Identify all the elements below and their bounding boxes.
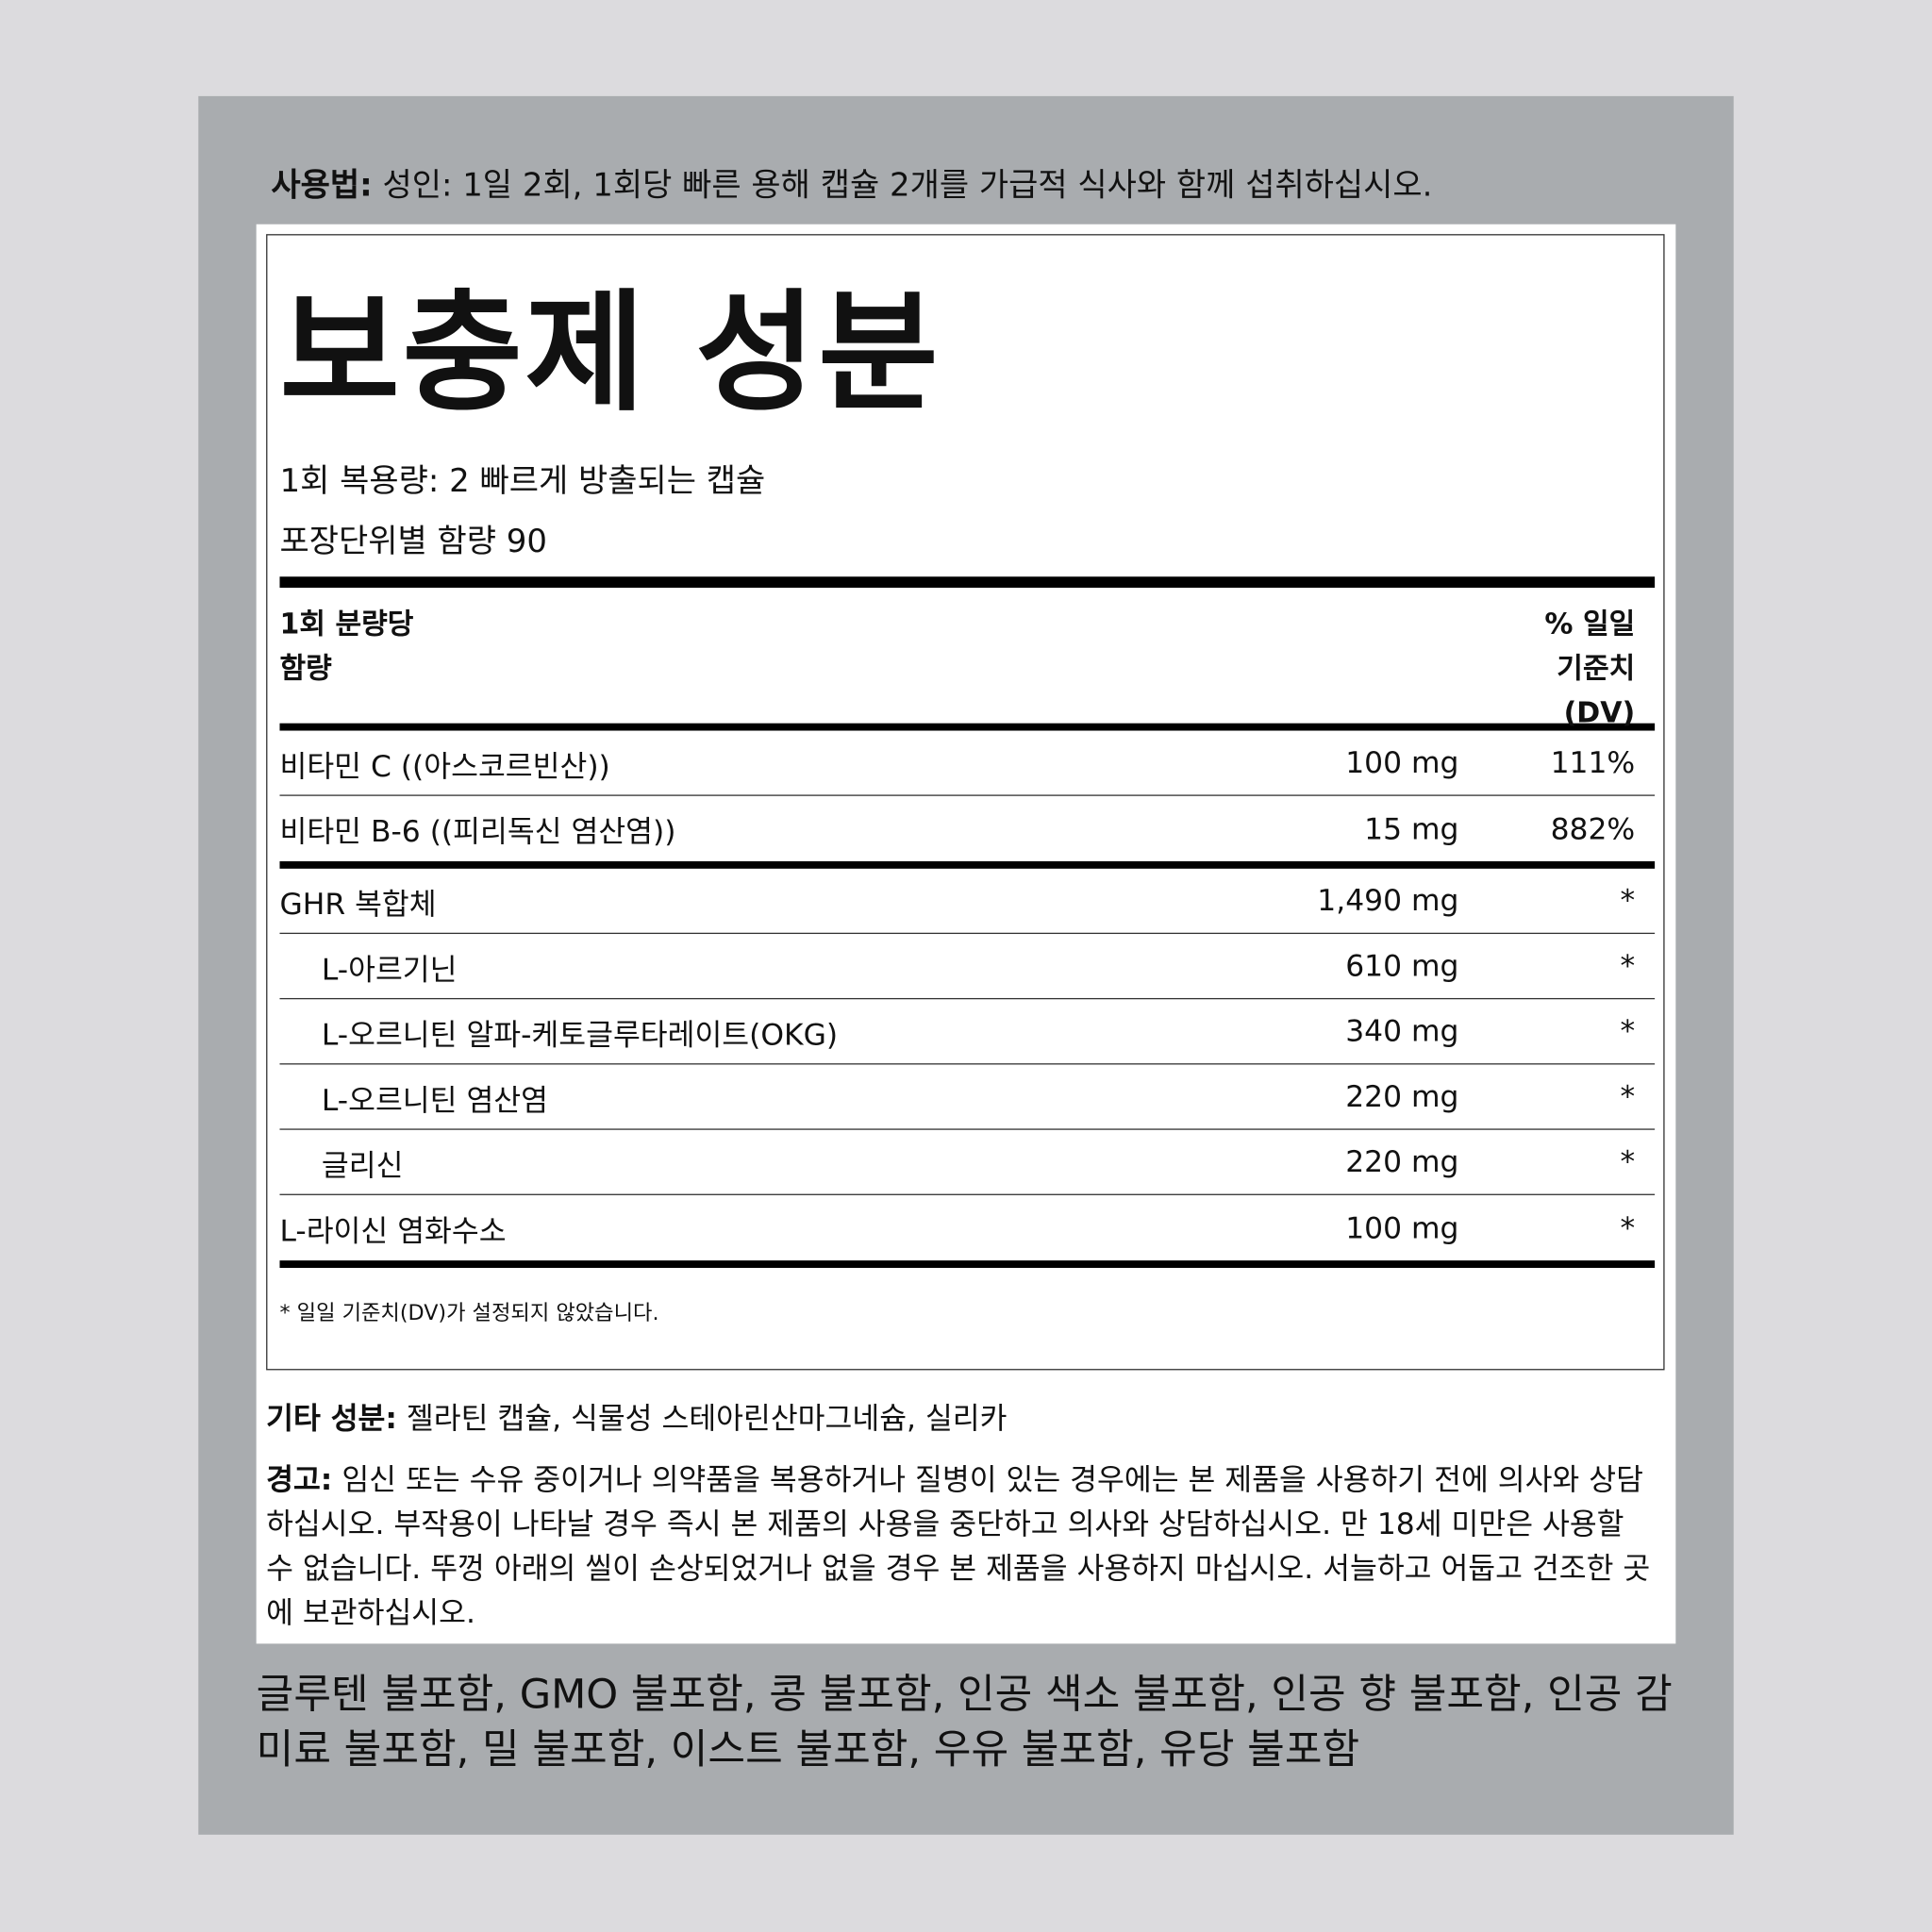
usage-label: 사용법: [271, 167, 373, 205]
nutrient-amount: 100 mg [1345, 745, 1459, 780]
warning-text: 임신 또는 수유 중이거나 의약품을 복용하거나 질병이 있는 경우에는 본 제… [266, 1462, 1651, 1630]
nutrient-amount: 220 mg [1345, 1079, 1459, 1114]
nutrient-name: L-아르기닌 [321, 951, 458, 987]
header-line: % 일일 [1544, 608, 1636, 641]
rule [279, 1260, 1656, 1268]
nutrient-dv: * [1620, 883, 1636, 919]
nutrient-amount: 340 mg [1345, 1013, 1459, 1049]
nutrient-dv: * [1620, 1013, 1636, 1049]
nutrient-dv: * [1620, 1210, 1636, 1245]
nutrient-row: 글리신 220 mg * [279, 1130, 1656, 1195]
other-label: 기타 성분: [266, 1401, 397, 1436]
free-from: 글루텐 불포함, GMO 불포함, 콩 불포함, 인공 색소 불포함, 인공 향… [256, 1669, 1673, 1774]
usage-text: 성인: 1일 2회, 1회당 빠른 용해 캡슐 2개를 가급적 식사와 함께 섭… [382, 167, 1433, 205]
nutrient-name: 비타민 B-6 ((피리독신 염산염)) [279, 814, 676, 849]
nutrient-dv: 111% [1550, 745, 1636, 780]
nutrient-name: 비타민 C ((아스코르빈산)) [279, 748, 610, 784]
nutrient-amount: 220 mg [1345, 1144, 1459, 1179]
header-line: 함량 [279, 653, 332, 686]
header-line: 1회 분량당 [279, 608, 414, 641]
footnote: * 일일 기준치(DV)가 설정되지 않았습니다. [279, 1301, 659, 1326]
nutrient-dv: * [1620, 1144, 1636, 1179]
facts-inner: 보충제 성분 1회 복용량: 2 빠르게 방출되는 캡슐 포장단위별 함량 90… [279, 235, 1656, 1326]
nutrient-name: L-오르니틴 알파-케토글루타레이트(OKG) [321, 1017, 839, 1052]
nutrient-name: L-라이신 염화수소 [279, 1213, 507, 1249]
nutrient-amount: 1,490 mg [1317, 883, 1459, 919]
nutrient-name: L-오르니틴 염산염 [321, 1082, 548, 1117]
facts-title: 보충제 성분 [279, 276, 941, 429]
rule [279, 860, 1656, 869]
nutrient-dv: * [1620, 1079, 1636, 1114]
nutrient-row: 비타민 B-6 ((피리독신 염산염)) 15 mg 882% [279, 796, 1655, 861]
rule [279, 723, 1656, 731]
facts-rows: 비타민 C ((아스코르빈산)) 100 mg 111% 비타민 B-6 ((피리독신… [279, 731, 1656, 1261]
header-line: (DV) [1563, 697, 1636, 730]
facts-box: 보충제 성분 1회 복용량: 2 빠르게 방출되는 캡슐 포장단위별 함량 90… [266, 234, 1665, 1371]
rule [279, 576, 1656, 589]
nutrient-row: L-오르니틴 알파-케토글루타레이트(OKG) 340 mg * [279, 999, 1656, 1065]
nutrient-dv: 882% [1550, 811, 1636, 846]
other-ingredients: 기타 성분: 젤라틴 캡슐, 식물성 스테아린산마그네슘, 실리카 [266, 1393, 1007, 1437]
nutrient-amount: 15 mg [1364, 811, 1459, 846]
warning-label: 경고: [266, 1462, 333, 1497]
nutrient-name: GHR 복합체 [279, 886, 437, 922]
nutrient-dv: * [1620, 948, 1636, 984]
nutrient-name: 글리신 [321, 1147, 404, 1183]
nutrient-amount: 610 mg [1345, 948, 1459, 984]
nutrient-amount: 100 mg [1345, 1210, 1459, 1245]
other-text: 젤라틴 캡슐, 식물성 스테아린산마그네슘, 실리카 [406, 1401, 1008, 1436]
warning: 경고: 임신 또는 수유 중이거나 의약품을 복용하거나 질병이 있는 경우에는… [266, 1457, 1652, 1635]
nutrient-row: L-라이신 염화수소 100 mg * [279, 1195, 1655, 1260]
nutrient-row: L-아르기닌 610 mg * [279, 934, 1656, 1000]
nutrient-row: GHR 복합체 1,490 mg * [279, 869, 1656, 935]
usage: 사용법: 성인: 1일 2회, 1회당 빠른 용해 캡슐 2개를 가급적 식사와… [271, 160, 1432, 206]
nutrient-row: L-오르니틴 염산염 220 mg * [279, 1064, 1656, 1130]
servings: 포장단위별 함량 90 [279, 524, 547, 561]
nutrient-row: 비타민 C ((아스코르빈산)) 100 mg 111% [279, 731, 1656, 796]
serving-size: 1회 복용량: 2 빠르게 방출되는 캡슐 [279, 463, 766, 501]
header-line: 기준치 [1557, 653, 1636, 686]
